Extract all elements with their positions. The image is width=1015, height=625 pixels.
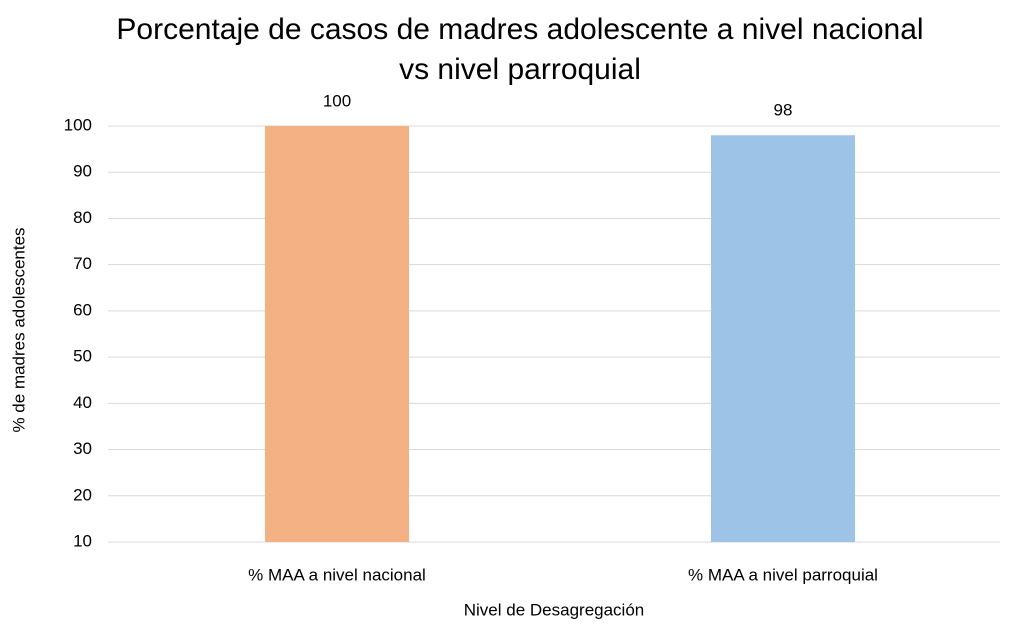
data-label: 98 [774,101,793,120]
x-tick-label: % MAA a nivel parroquial [688,565,878,584]
x-tick-label: % MAA a nivel nacional [248,565,426,584]
y-tick-label: 10 [73,531,92,550]
y-tick-label: 100 [64,115,92,134]
y-tick-label: 70 [73,254,92,273]
y-tick-label: 60 [73,300,92,319]
y-tick-label: 20 [73,485,92,504]
y-tick-label: 90 [73,162,92,181]
chart-title: Porcentaje de casos de madres adolescent… [116,13,924,86]
y-tick-label: 80 [73,208,92,227]
y-tick-label: 30 [73,439,92,458]
x-axis-label: Nivel de Desagregación [464,600,645,619]
data-label: 100 [323,91,351,110]
y-tick-label: 50 [73,347,92,366]
bar [265,126,409,542]
y-tick-label: 40 [73,393,92,412]
y-axis-label: % de madres adolescentes [9,227,28,432]
bar [711,135,855,542]
